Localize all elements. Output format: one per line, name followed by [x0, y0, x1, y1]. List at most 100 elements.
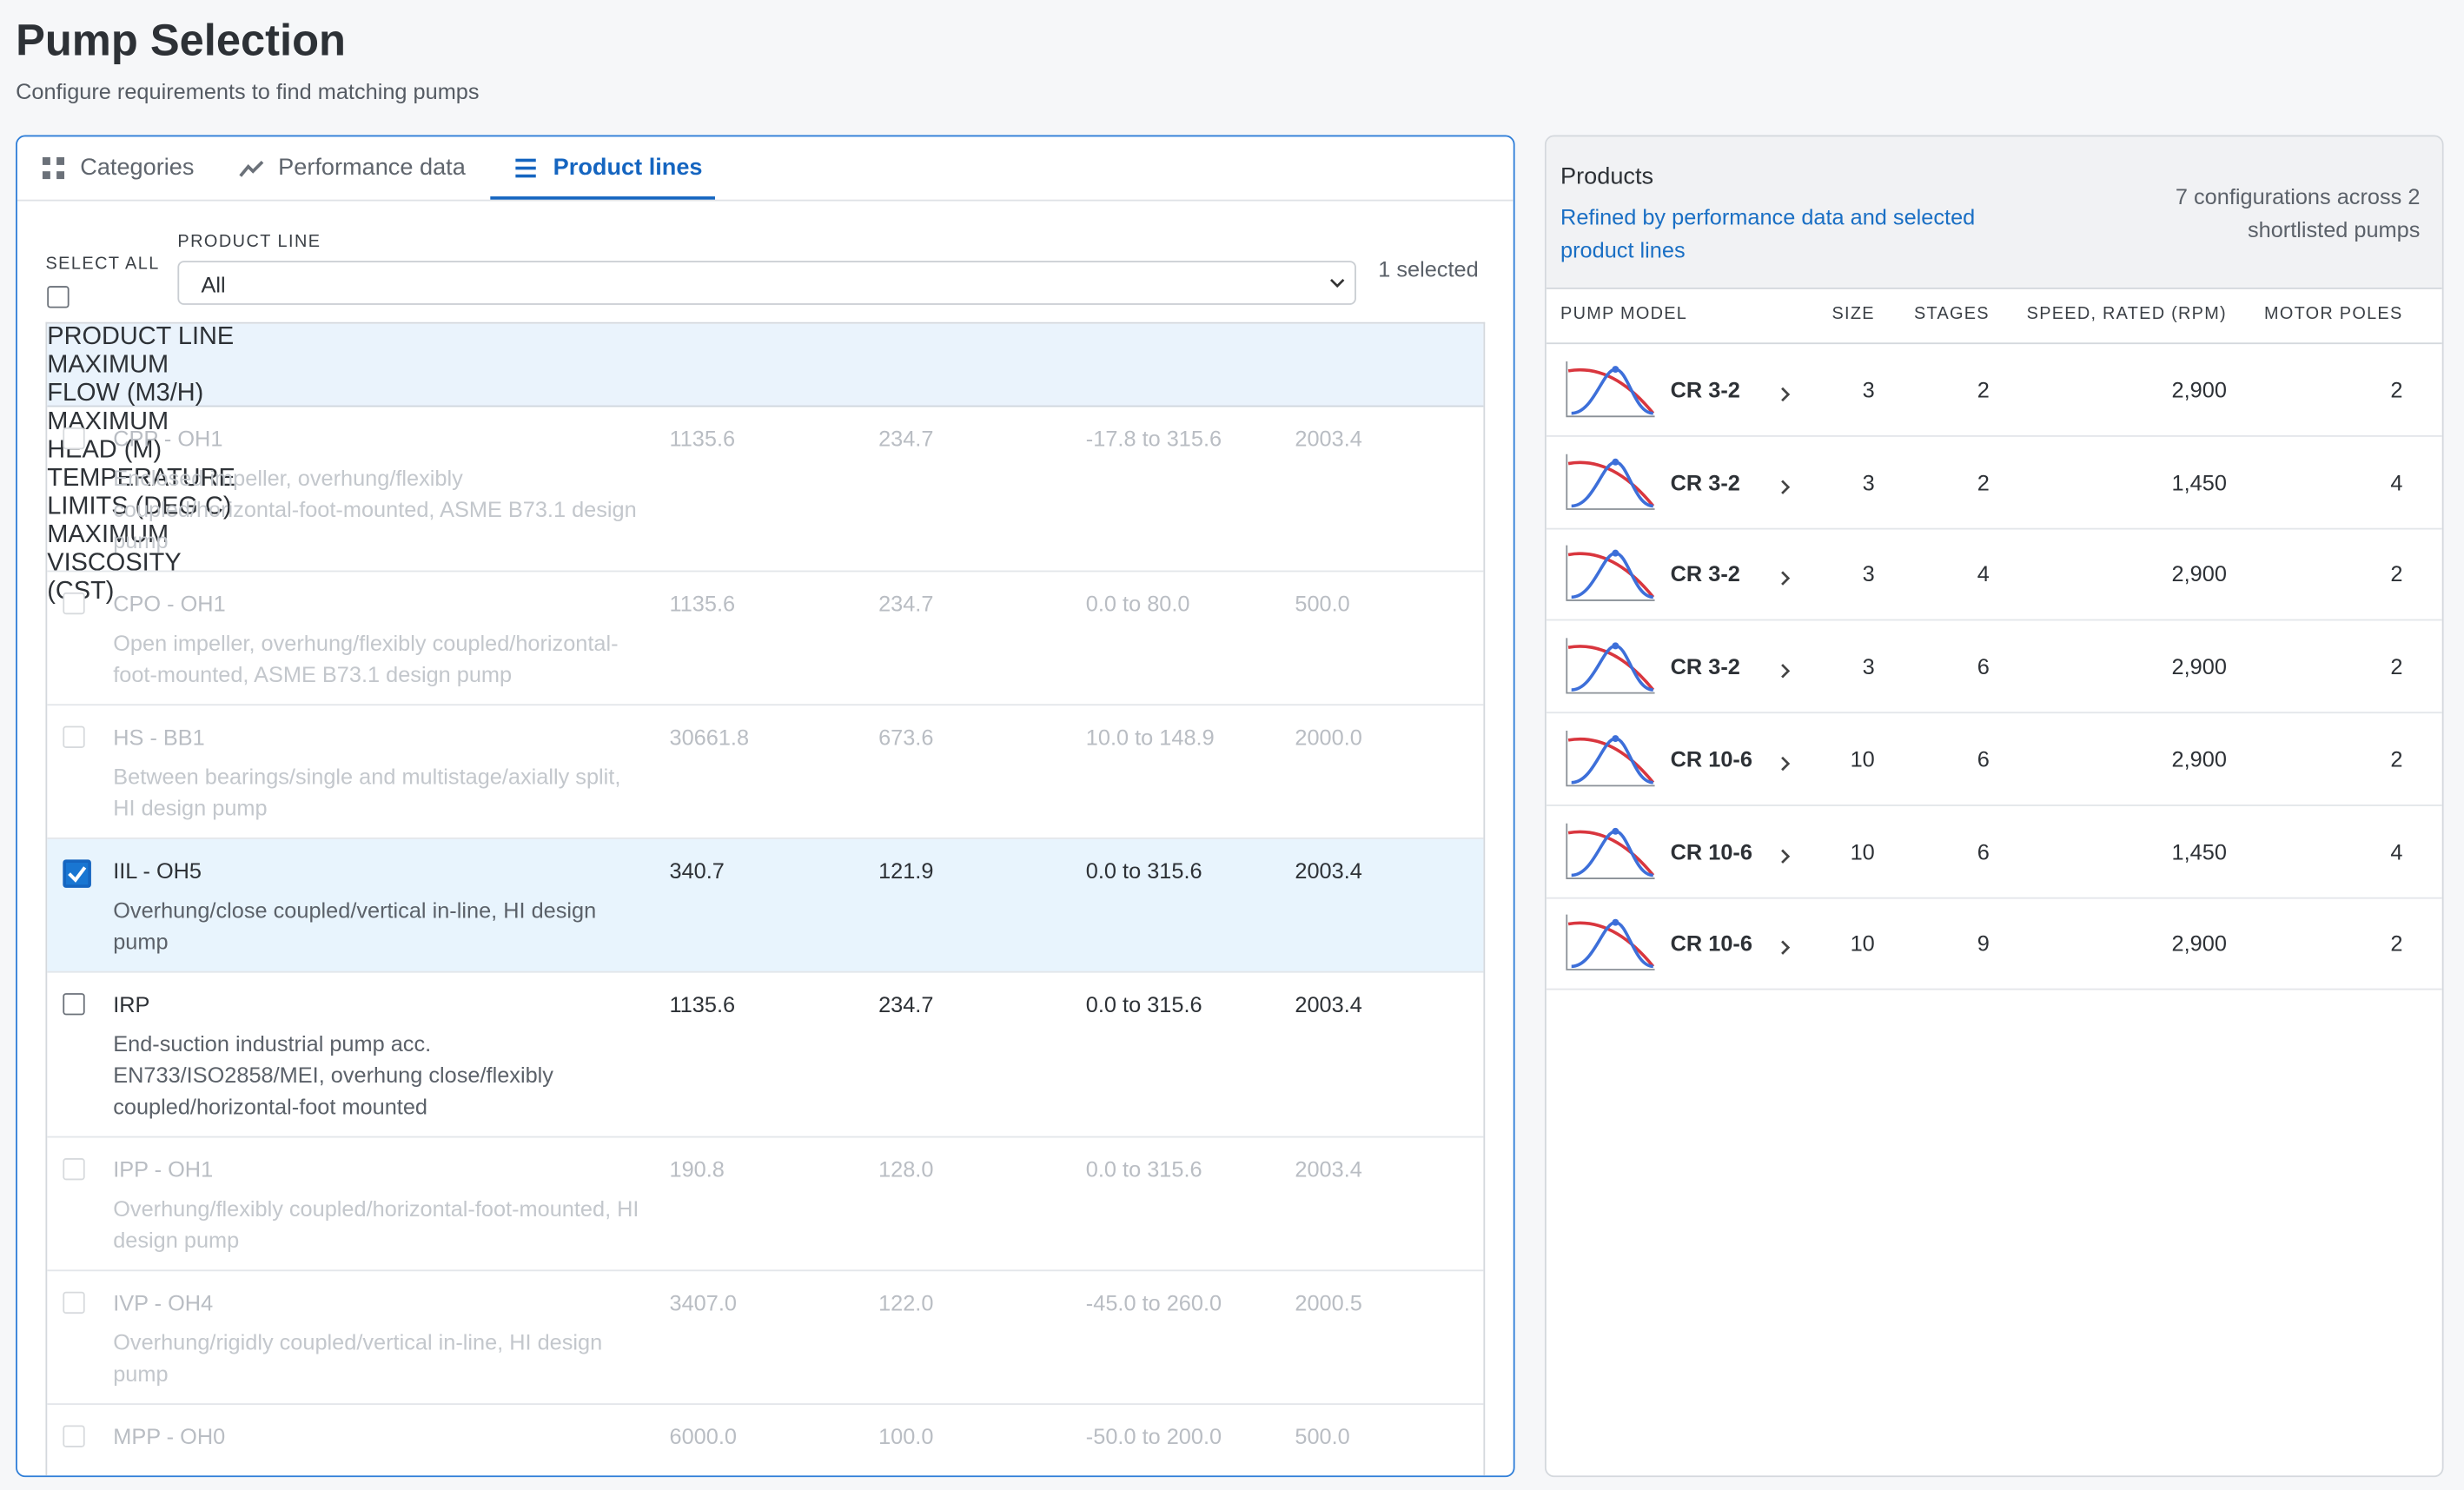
row-chevron[interactable]: [1778, 382, 1791, 407]
row-checkbox[interactable]: [63, 993, 85, 1016]
column-header: SIZE: [1831, 304, 1875, 324]
chevron-icon: [1781, 479, 1791, 494]
product-line-label: PRODUCT LINE: [177, 232, 321, 252]
table-cell: 3: [1862, 561, 1875, 587]
tab[interactable]: Product lines: [490, 136, 715, 200]
product-line-name: IVP - OH4: [113, 1289, 214, 1315]
row-checkbox: [63, 427, 85, 450]
table-cell: 2: [2390, 930, 2403, 957]
performance-curve-icon: [1566, 915, 1655, 971]
row-checkbox: [63, 725, 85, 748]
row-chevron[interactable]: [1778, 843, 1791, 868]
product-row[interactable]: CR 3-2 3 2 1,450 4: [1546, 436, 2442, 529]
table-cell: 4: [2390, 469, 2403, 495]
row-chevron[interactable]: [1778, 936, 1791, 961]
products-panel: Products Refined by performance data and…: [1544, 135, 2444, 1478]
product-row[interactable]: CR 3-2 3 4 2,900 2: [1546, 528, 2442, 622]
table-cell: 340.7: [669, 858, 725, 884]
table-row: CPP - OH1 Enclosed impeller, overhung/fle…: [47, 407, 1484, 573]
product-line-name: IRP: [113, 991, 150, 1017]
table-cell: 2: [1977, 377, 1990, 403]
icon-wrap: [1565, 451, 1656, 519]
performance-curve-icon: [1566, 822, 1655, 879]
product-row[interactable]: CR 3-2 3 2 2,900 2: [1546, 344, 2442, 437]
table-row: IIL - OH5 Overhung/close coupled/vertical…: [47, 838, 1484, 973]
product-line-name: IIL - OH5: [113, 858, 202, 884]
column-header: SPEED, RATED (RPM): [2026, 304, 2227, 324]
icon-wrap: [1565, 358, 1656, 426]
product-line-name: IPP - OH1: [113, 1156, 214, 1182]
select-all-checkbox[interactable]: [47, 286, 70, 308]
table-cell: 2: [1977, 469, 1990, 495]
column-header: MAXIMUM FLOW (M3/H): [47, 352, 204, 407]
pump-model: CR 10-6: [1670, 838, 1752, 864]
table-cell: 10.0 to 148.9: [1085, 724, 1215, 750]
table-cell: 3: [1862, 469, 1875, 495]
table-cell: 2003.4: [1295, 991, 1362, 1017]
icon-wrap: [1565, 543, 1656, 611]
row-chevron[interactable]: [1778, 751, 1791, 776]
product-row[interactable]: CR 10-6 10 9 2,900 2: [1546, 897, 2442, 990]
product-row[interactable]: CR 10-6 10 6 1,450 4: [1546, 805, 2442, 898]
table-cell: 6: [1977, 653, 1990, 679]
table-cell: 2: [2390, 745, 2403, 771]
table-cell: -17.8 to 315.6: [1085, 426, 1222, 452]
products-table-header: PUMP MODEL SIZE STAGES SPEED, RATED (RPM) MO…: [1546, 288, 2442, 345]
select-chevron: [1330, 278, 1345, 288]
selected-count: 1 selected: [1378, 255, 1479, 281]
product-line-description: Enclosed impeller, overhung/flexibly cou…: [113, 465, 637, 553]
column-header: TEMPERATURE LIMITS (DEG C): [47, 465, 235, 520]
table-row: HS - BB1 Between bearings/single and mult…: [47, 705, 1484, 839]
table-cell: 500.0: [1295, 591, 1350, 617]
icon-wrap: [1565, 911, 1656, 979]
table-cell: 9: [1977, 930, 1990, 957]
product-row[interactable]: CR 10-6 10 6 2,900 2: [1546, 713, 2442, 806]
table-cell: -50.0 to 200.0: [1085, 1423, 1222, 1449]
row-checkbox[interactable]: [63, 859, 91, 888]
table-cell: 3: [1862, 653, 1875, 679]
row-chevron[interactable]: [1778, 474, 1791, 500]
row-checkbox: [63, 592, 85, 615]
table-cell: 2003.4: [1295, 858, 1362, 884]
product-line-description: End-suction industrial pump acc. EN733/I…: [113, 1030, 553, 1119]
performance-curve-icon: [1566, 638, 1655, 694]
table-cell: 500.0: [1295, 1423, 1350, 1449]
table-cell: 2: [2390, 377, 2403, 403]
tab[interactable]: Categories: [42, 136, 215, 199]
select-all-label: SELECT ALL: [45, 255, 160, 274]
table-cell: 234.7: [878, 991, 934, 1017]
icon-wrap: [1565, 635, 1656, 703]
chevron-icon: [1781, 756, 1791, 771]
pump-model: CR 3-2: [1670, 653, 1740, 679]
product-line-name: CPO - OH1: [113, 591, 226, 617]
tab[interactable]: Performance data: [239, 136, 474, 199]
page-title: Pump Selection: [16, 16, 346, 65]
table-cell: 6: [1977, 745, 1990, 771]
icon-wrap: [1565, 819, 1656, 887]
table-row: CPO - OH1 Open impeller, overhung/flexibl…: [47, 572, 1484, 706]
chevron-icon: [1781, 387, 1791, 402]
row-chevron[interactable]: [1778, 566, 1791, 592]
row-checkbox: [63, 1425, 85, 1447]
row-chevron[interactable]: [1778, 659, 1791, 684]
product-row[interactable]: CR 3-2 3 6 2,900 2: [1546, 621, 2442, 714]
performance-curve-icon: [1566, 361, 1655, 418]
table-cell: 10: [1850, 745, 1875, 771]
table-body: CPP - OH1 Enclosed impeller, overhung/fle…: [47, 407, 1484, 1475]
table-cell: 234.7: [878, 426, 934, 452]
column-header: PUMP MODEL: [1560, 304, 1688, 324]
table-cell: 0.0 to 315.6: [1085, 858, 1202, 884]
table-cell: 2003.4: [1295, 1156, 1362, 1182]
table-cell: 128.0: [878, 1156, 934, 1182]
product-line-select[interactable]: All: [177, 261, 1356, 305]
table-cell: 30661.8: [669, 724, 750, 750]
table-cell: 100.0: [878, 1423, 934, 1449]
table-cell: 10: [1850, 838, 1875, 864]
column-header: MOTOR POLES: [2263, 304, 2403, 324]
selection-panel: Categories Performance data Product line…: [16, 135, 1515, 1478]
chevron-icon: [1781, 572, 1791, 586]
table-cell: 3: [1862, 377, 1875, 403]
table-cell: 6000.0: [669, 1423, 737, 1449]
